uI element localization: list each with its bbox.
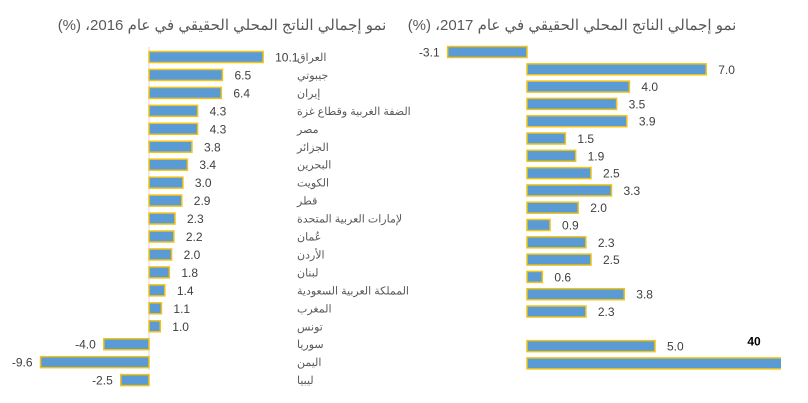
category-label: اليمن bbox=[297, 357, 321, 369]
bar bbox=[148, 194, 183, 207]
data-label: 3.9 bbox=[639, 115, 656, 129]
data-label: 5.0 bbox=[667, 340, 684, 354]
data-label: 2.3 bbox=[598, 305, 615, 319]
bar bbox=[148, 140, 193, 153]
bar bbox=[148, 50, 264, 64]
bar bbox=[526, 339, 656, 353]
bar bbox=[526, 357, 781, 370]
chart-2016-title: نمو إجمالي الناتج المحلي الحقيقي في عام … bbox=[58, 17, 387, 34]
data-label: 3.4 bbox=[199, 158, 216, 172]
data-label: 3.8 bbox=[204, 140, 221, 154]
data-label: 2.2 bbox=[186, 230, 203, 244]
data-label: 4.3 bbox=[210, 104, 227, 118]
bar bbox=[148, 284, 166, 297]
bar bbox=[446, 45, 528, 59]
data-label: 3.3 bbox=[623, 184, 640, 198]
category-label: الأردن bbox=[297, 247, 325, 261]
bar bbox=[120, 373, 150, 387]
category-label: المملكة العربية السعودية bbox=[297, 285, 409, 297]
bar bbox=[526, 149, 577, 163]
data-label: 40 bbox=[747, 334, 761, 348]
data-label: 2.5 bbox=[603, 253, 620, 267]
category-label: البحرين bbox=[297, 160, 331, 172]
data-label: 3.8 bbox=[636, 288, 653, 302]
category-label: تونس bbox=[297, 321, 323, 333]
data-label: 10.1 bbox=[275, 51, 299, 65]
bar bbox=[526, 236, 587, 249]
data-label: 2.5 bbox=[603, 167, 620, 181]
data-label: 3.5 bbox=[629, 97, 646, 111]
category-label: لبنان bbox=[297, 267, 318, 279]
bar bbox=[148, 212, 176, 225]
bar bbox=[148, 266, 171, 279]
category-label: إيران bbox=[297, 88, 320, 100]
bar bbox=[526, 287, 626, 301]
bar bbox=[148, 158, 189, 171]
category-label: جيبوتي bbox=[297, 70, 328, 82]
bar bbox=[148, 302, 163, 315]
category-label: ليبيا bbox=[297, 375, 314, 387]
category-label: المغرب bbox=[297, 303, 332, 315]
data-label: 1.1 bbox=[173, 302, 190, 316]
data-label: -3.1 bbox=[419, 46, 440, 60]
bar bbox=[148, 68, 224, 82]
bar bbox=[148, 122, 199, 136]
data-label: 1.4 bbox=[177, 284, 194, 298]
data-label: 6.4 bbox=[233, 86, 250, 100]
data-label: 2.0 bbox=[184, 248, 201, 262]
bar bbox=[526, 63, 707, 76]
bar bbox=[148, 86, 223, 100]
data-label: 1.9 bbox=[588, 149, 605, 163]
bar bbox=[526, 305, 587, 318]
bar bbox=[526, 201, 579, 214]
category-label: العراق bbox=[297, 52, 326, 64]
category-label: الكويت bbox=[297, 178, 329, 190]
data-label: 0.9 bbox=[562, 219, 579, 233]
bar bbox=[148, 176, 184, 189]
data-label: 0.6 bbox=[554, 270, 571, 284]
bar bbox=[526, 253, 592, 266]
category-label: قطر bbox=[296, 196, 317, 208]
category-label: لإمارات العربية المتحدة bbox=[297, 214, 402, 226]
data-label: 6.5 bbox=[234, 68, 251, 82]
bar bbox=[526, 218, 551, 232]
data-label: 4.3 bbox=[210, 122, 227, 136]
bar bbox=[103, 337, 150, 351]
data-label: 2.9 bbox=[194, 194, 211, 208]
bar bbox=[526, 114, 628, 128]
bar bbox=[148, 230, 175, 243]
category-label: عُمان bbox=[297, 231, 321, 244]
bar bbox=[526, 270, 544, 284]
data-label: 1.5 bbox=[577, 132, 594, 146]
data-label: 1.0 bbox=[172, 320, 189, 334]
category-label: سوريا bbox=[297, 339, 324, 351]
data-label: -4.0 bbox=[75, 338, 96, 352]
data-label: 7.0 bbox=[718, 63, 735, 77]
bar bbox=[526, 166, 592, 180]
bar bbox=[148, 104, 199, 118]
bar bbox=[148, 320, 162, 333]
data-label: -9.6 bbox=[12, 356, 33, 370]
data-label: 4.0 bbox=[641, 80, 658, 94]
category-label: مصر bbox=[296, 124, 319, 136]
bar bbox=[526, 80, 631, 93]
data-label: 1.8 bbox=[181, 266, 198, 280]
data-label: 2.3 bbox=[598, 236, 615, 250]
chart-2017-title: نمو إجمالي الناتج المحلي الحقيقي في عام … bbox=[408, 17, 737, 34]
bar bbox=[526, 184, 613, 197]
data-label: 3.0 bbox=[195, 176, 212, 190]
bar bbox=[526, 97, 618, 111]
category-label: الضفة الغربية وقطاع غزة bbox=[297, 106, 411, 118]
data-label: 2.0 bbox=[590, 201, 607, 215]
bar bbox=[526, 132, 567, 145]
data-label: -2.5 bbox=[92, 374, 113, 388]
data-label: 2.3 bbox=[187, 212, 204, 226]
bar bbox=[148, 248, 173, 261]
bar bbox=[39, 355, 150, 369]
category-label: الجزائر bbox=[296, 142, 329, 154]
